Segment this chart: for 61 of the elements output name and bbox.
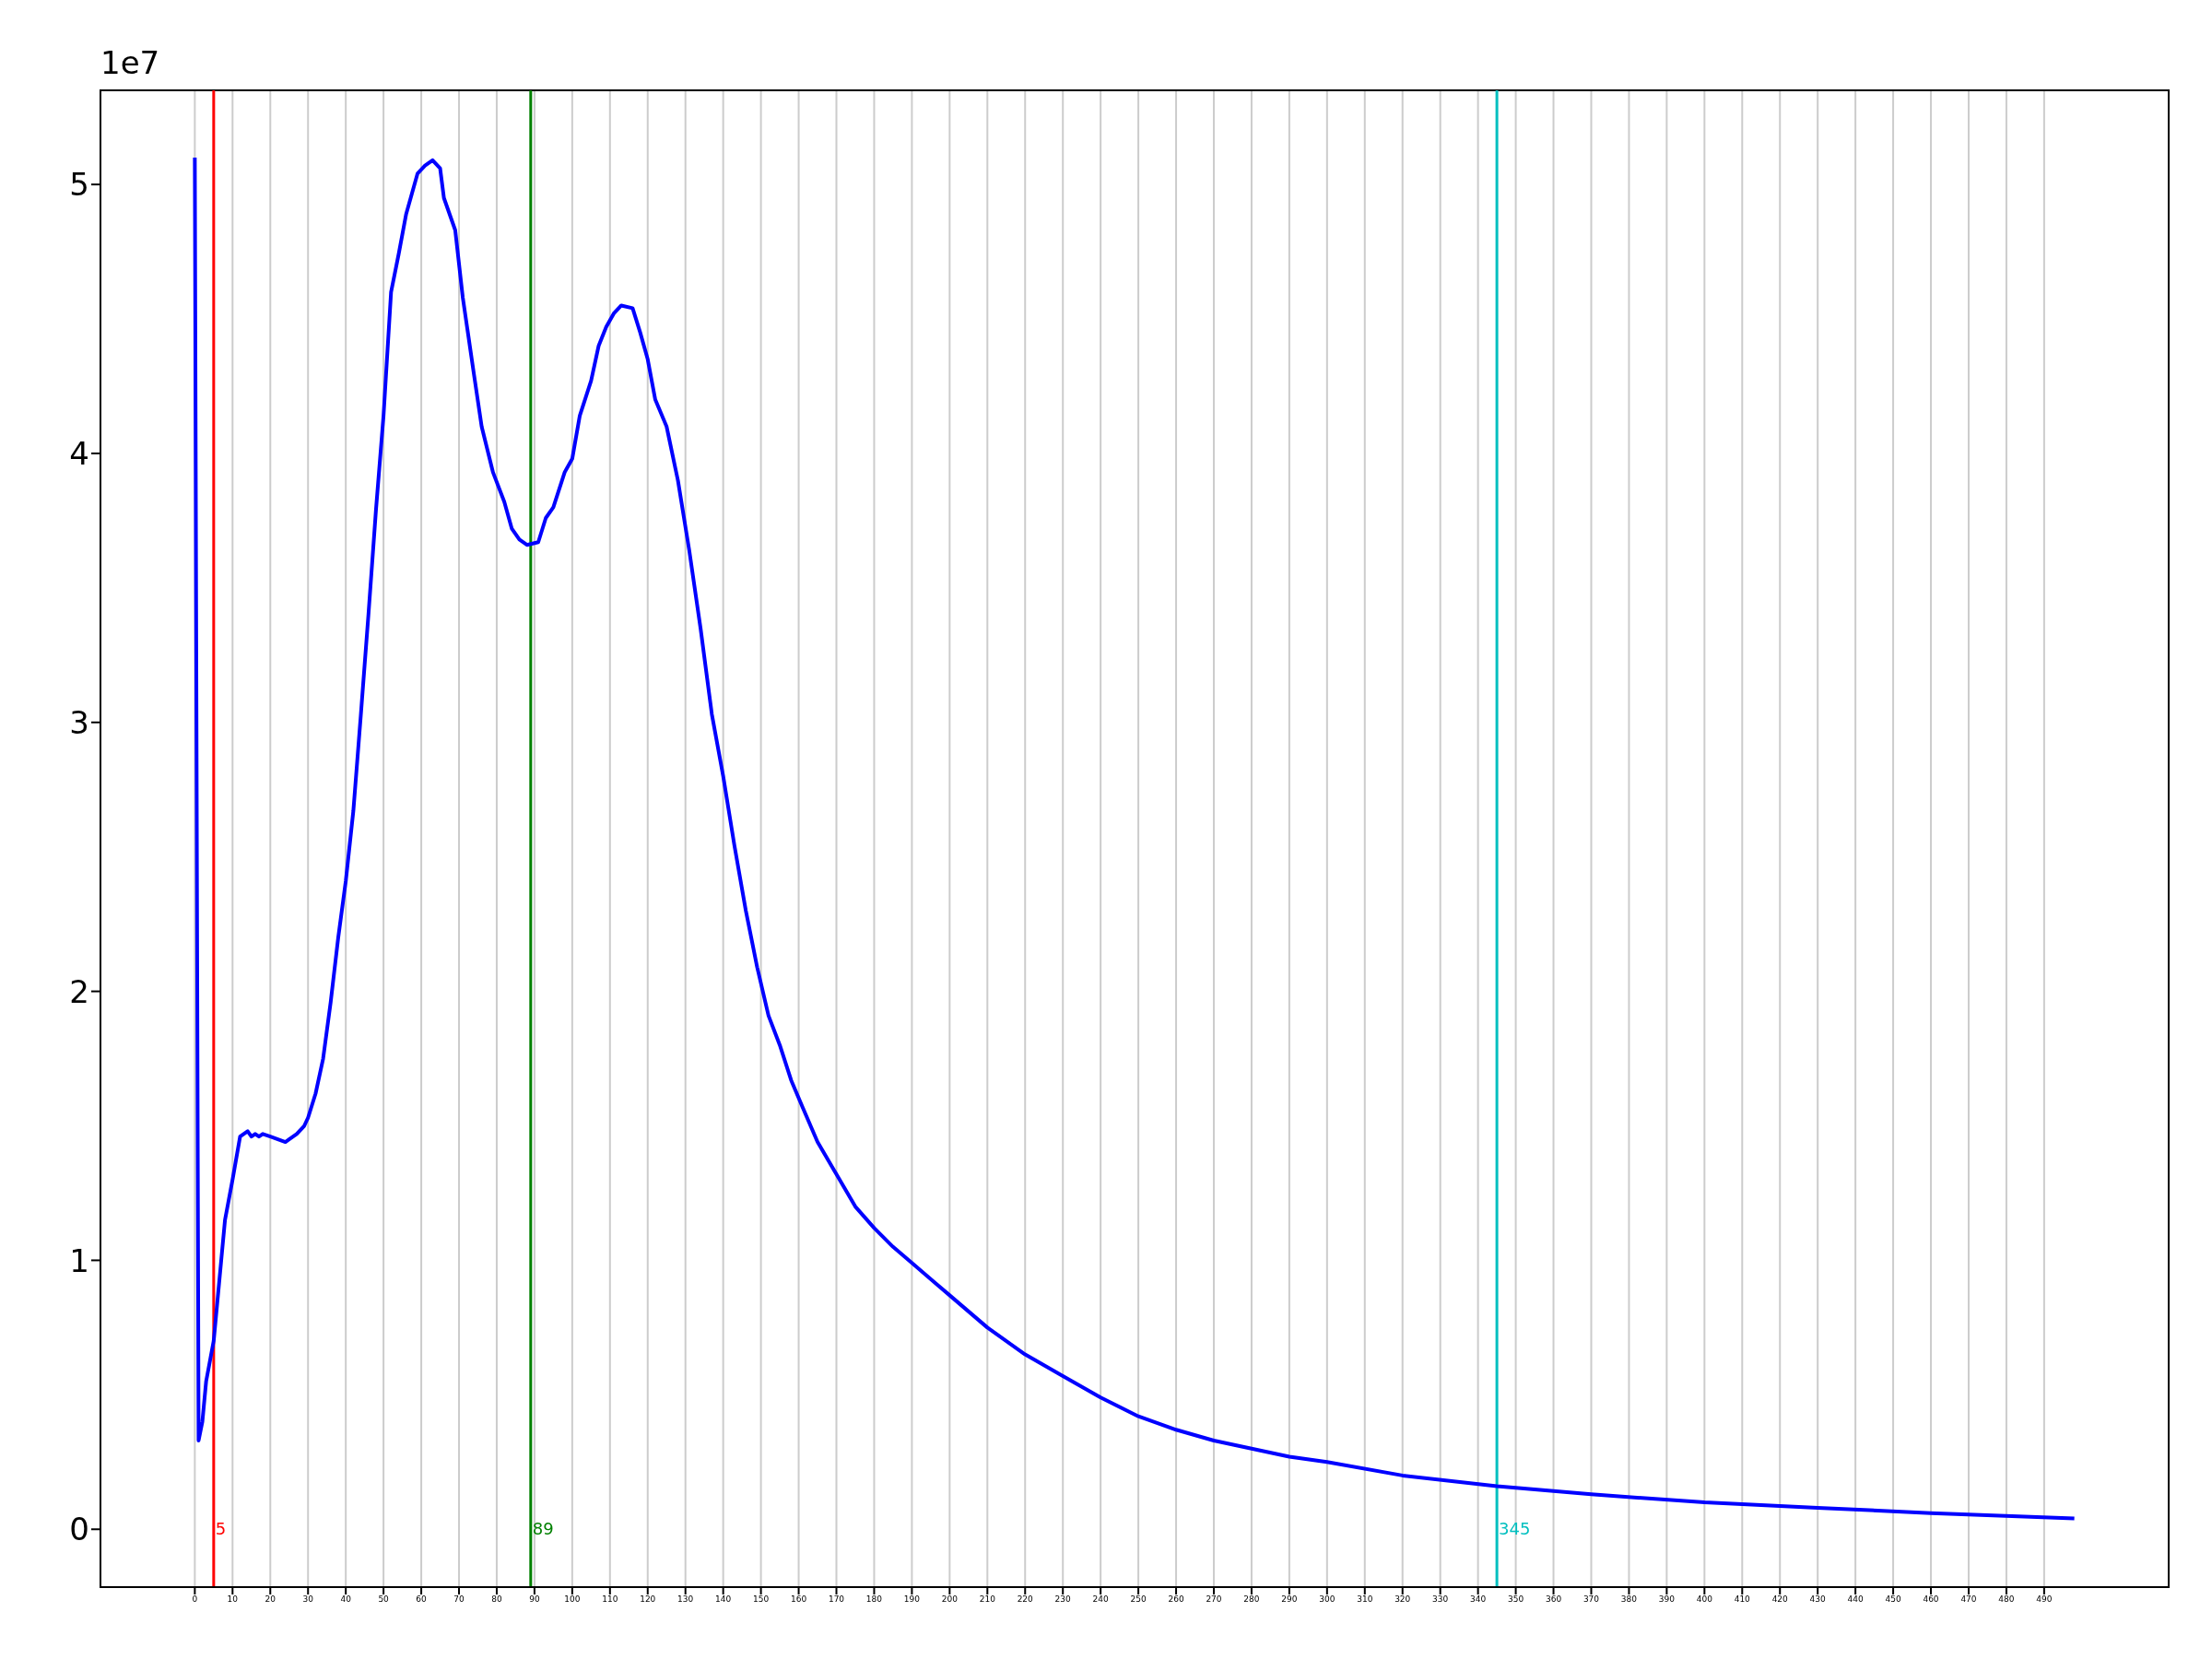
x-tick-label: 80 bbox=[491, 1594, 502, 1605]
x-tick-label: 140 bbox=[715, 1594, 732, 1605]
ref-line-label: 89 bbox=[532, 1519, 554, 1539]
x-tick-label: 120 bbox=[640, 1594, 656, 1605]
x-tick-label: 420 bbox=[1771, 1594, 1789, 1605]
x-tick-label: 240 bbox=[1092, 1594, 1109, 1605]
x-tick-label: 90 bbox=[529, 1594, 540, 1605]
x-tick-label: 30 bbox=[302, 1594, 314, 1605]
x-tick-label: 60 bbox=[416, 1594, 428, 1605]
x-tick-label: 250 bbox=[1130, 1594, 1147, 1605]
x-tick-label: 370 bbox=[1583, 1594, 1600, 1605]
y-tick-label: 3 bbox=[69, 703, 89, 741]
x-tick-label: 470 bbox=[1960, 1594, 1977, 1605]
x-tick-label: 330 bbox=[1432, 1594, 1449, 1605]
x-tick-label: 480 bbox=[1998, 1594, 2015, 1605]
x-tick-label: 400 bbox=[1696, 1594, 1713, 1605]
text: 1e7 bbox=[100, 44, 160, 81]
x-tick-label: 260 bbox=[1168, 1594, 1184, 1605]
x-tick-label: 380 bbox=[1620, 1594, 1638, 1605]
x-tick-label: 10 bbox=[227, 1594, 239, 1605]
x-tick-label: 460 bbox=[1923, 1594, 1939, 1605]
x-tick-label: 170 bbox=[828, 1594, 845, 1605]
x-tick-label: 150 bbox=[753, 1594, 770, 1605]
ref-line-label: 345 bbox=[1499, 1519, 1531, 1539]
x-tick-label: 180 bbox=[865, 1594, 883, 1605]
x-tick-label: 50 bbox=[378, 1594, 390, 1605]
x-tick-label: 100 bbox=[564, 1594, 581, 1605]
x-tick-label: 20 bbox=[265, 1594, 276, 1605]
x-tick-label: 290 bbox=[1281, 1594, 1298, 1605]
x-tick-label: 40 bbox=[340, 1594, 352, 1605]
x-tick-label: 130 bbox=[677, 1594, 694, 1605]
x-tick-label: 490 bbox=[2036, 1594, 2053, 1605]
x-tick-label: 300 bbox=[1319, 1594, 1335, 1605]
x-tick-label: 270 bbox=[1206, 1594, 1222, 1605]
line-series bbox=[193, 155, 2077, 1521]
x-tick-label: 450 bbox=[1885, 1594, 1901, 1605]
x-tick-label: 230 bbox=[1054, 1594, 1072, 1605]
x-tick-label: 410 bbox=[1734, 1594, 1751, 1605]
x-tick-label: 360 bbox=[1545, 1594, 1562, 1605]
x-tick-label: 440 bbox=[1847, 1594, 1864, 1605]
y-tick-label: 4 bbox=[69, 435, 89, 473]
y-tick-label: 1 bbox=[69, 1241, 89, 1279]
ref-line-label: 5 bbox=[215, 1519, 227, 1539]
y-tick-label: 2 bbox=[69, 972, 89, 1010]
x-tick-label: 190 bbox=[903, 1594, 921, 1605]
y-tick-label: 0 bbox=[69, 1511, 89, 1548]
x-tick-label: 310 bbox=[1357, 1594, 1373, 1605]
x-tick-label: 200 bbox=[941, 1594, 959, 1605]
x-tick-label: 350 bbox=[1507, 1594, 1524, 1605]
x-tick-label: 210 bbox=[979, 1594, 996, 1605]
x-tick-label: 340 bbox=[1470, 1594, 1487, 1605]
x-tick-label: 390 bbox=[1658, 1594, 1676, 1605]
x-tick-label: 160 bbox=[790, 1594, 807, 1605]
x-tick-label: 0 bbox=[192, 1594, 198, 1605]
x-tick-label: 70 bbox=[453, 1594, 465, 1605]
x-tick-label: 430 bbox=[1809, 1594, 1827, 1605]
x-tick-label: 220 bbox=[1017, 1594, 1034, 1605]
y-tick-label: 5 bbox=[69, 166, 89, 204]
x-tick-label: 320 bbox=[1394, 1594, 1411, 1605]
x-tick-label: 280 bbox=[1243, 1594, 1260, 1605]
x-tick-label: 110 bbox=[602, 1594, 618, 1605]
